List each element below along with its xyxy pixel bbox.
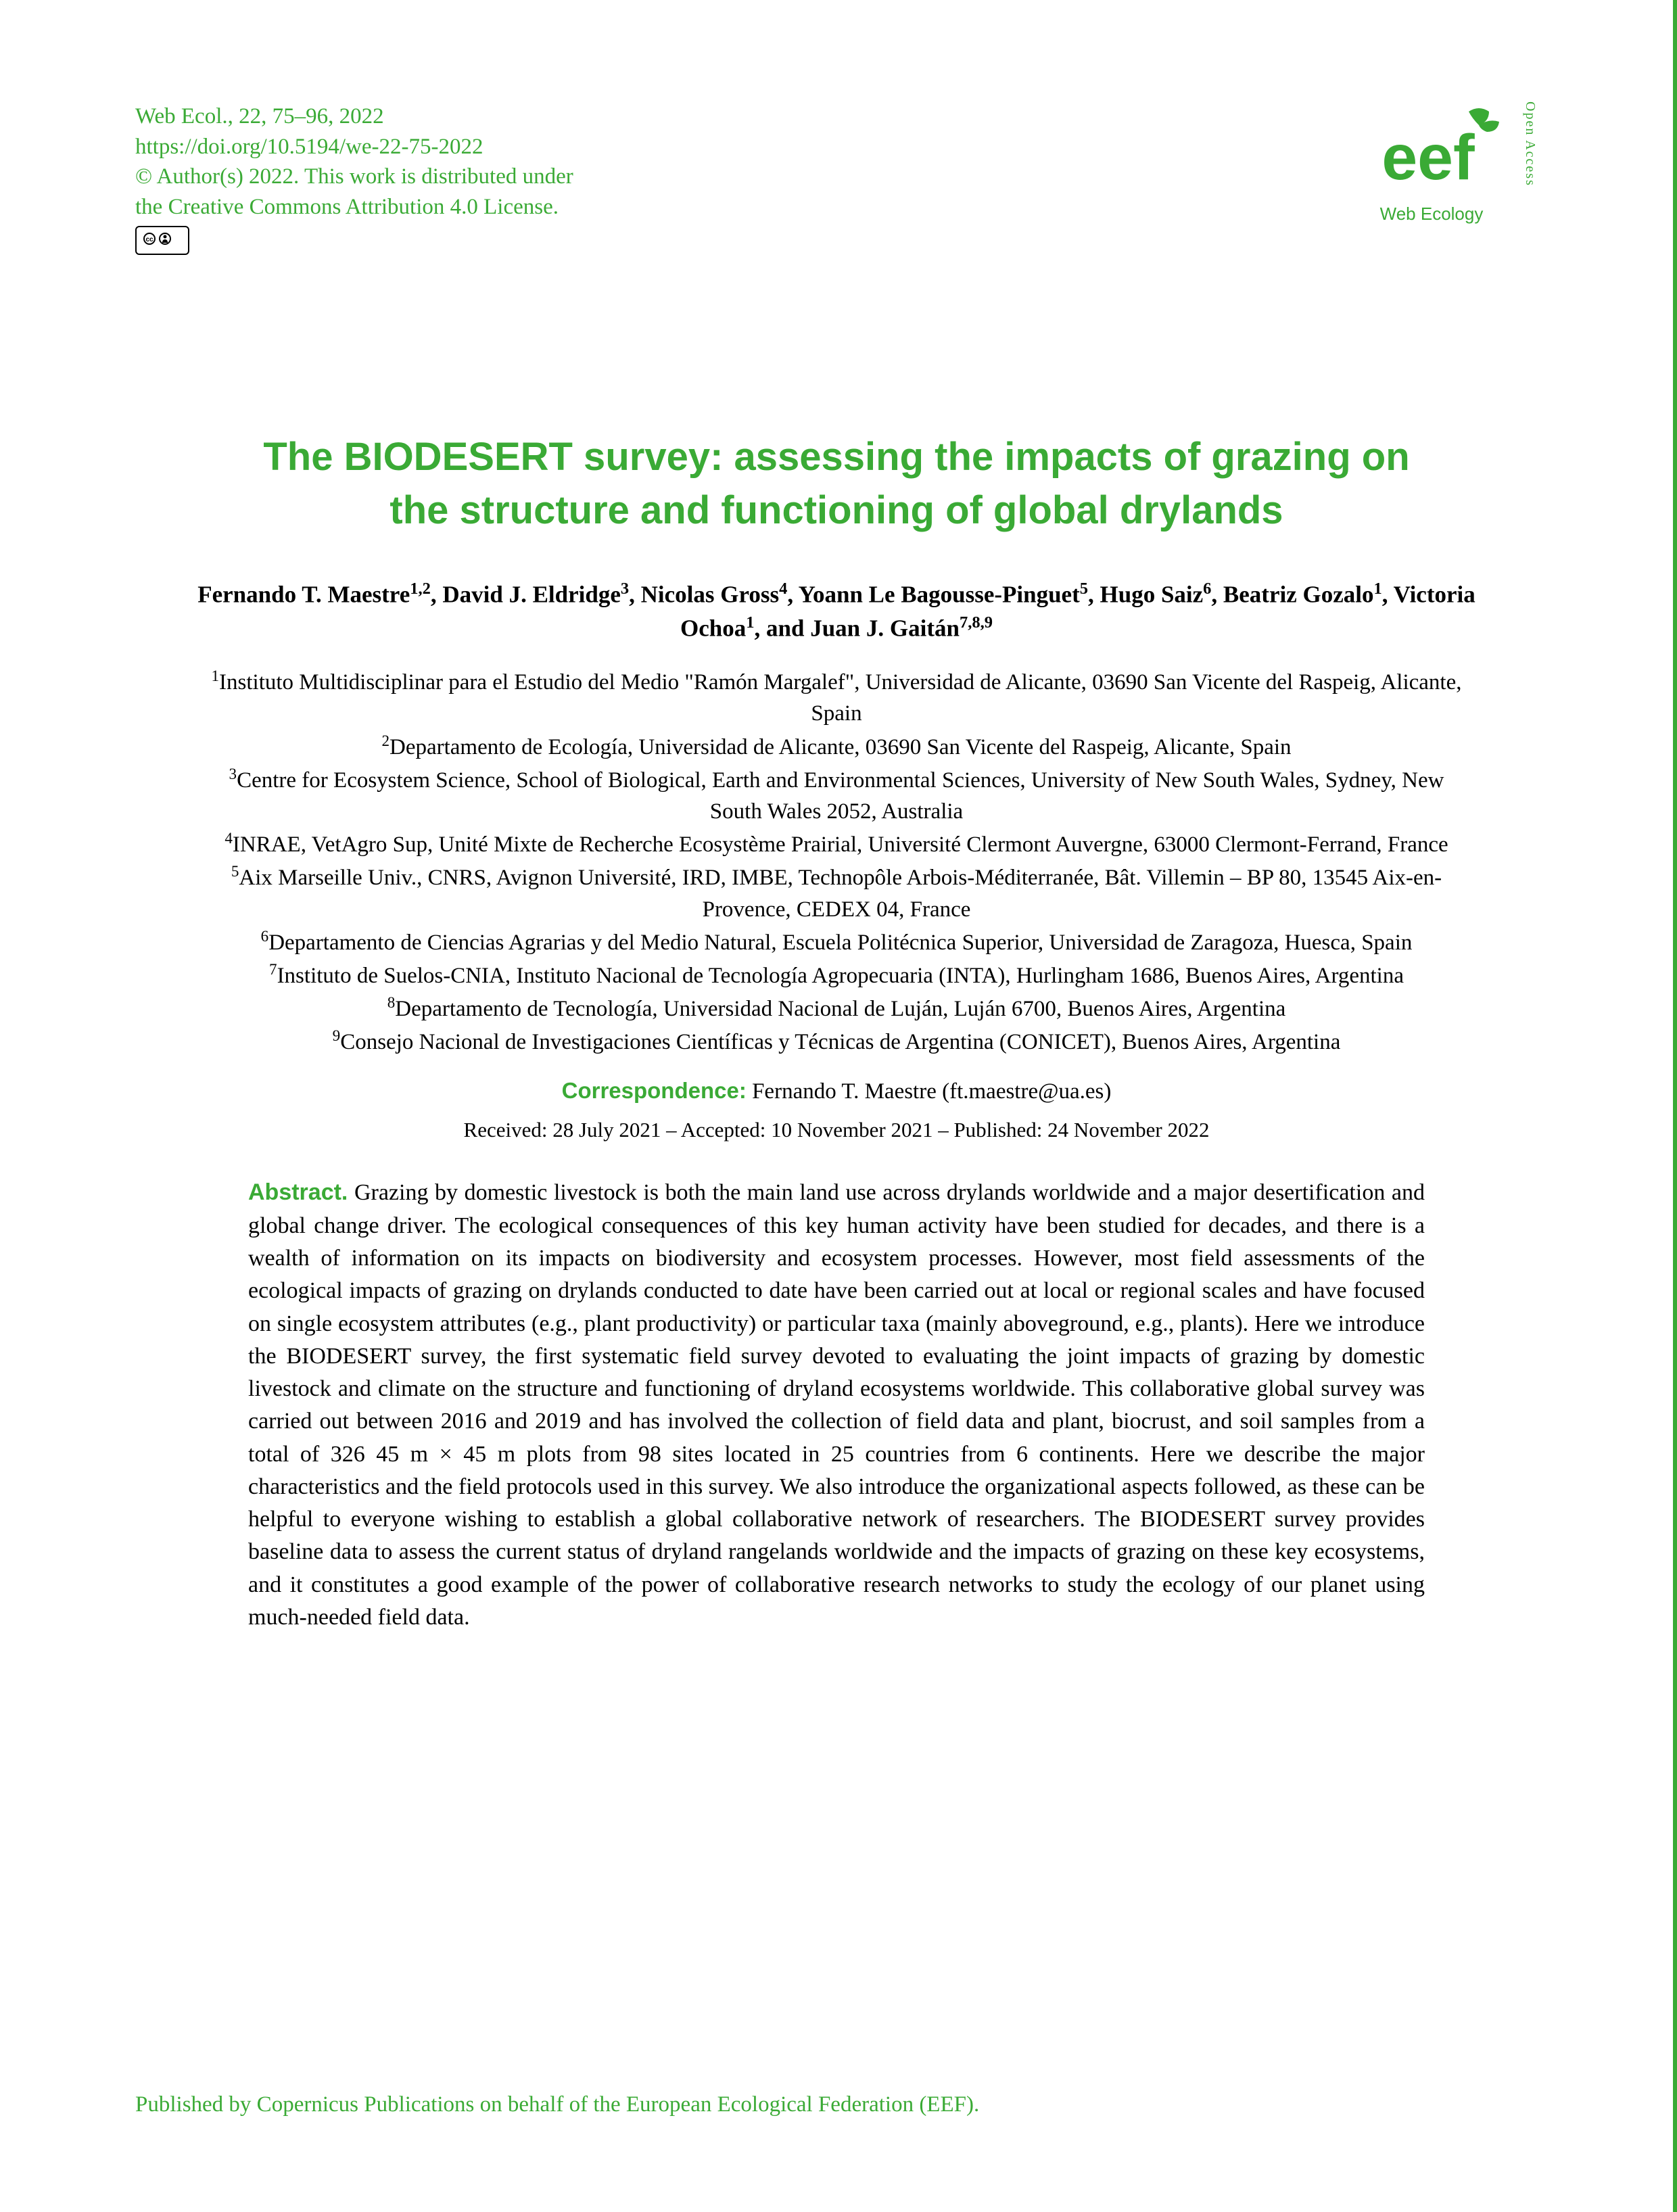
affiliation-line: 1Instituto Multidisciplinar para el Estu… xyxy=(201,665,1472,729)
svg-text:cc: cc xyxy=(145,236,153,243)
authors-list: Fernando T. Maestre1,2, David J. Eldridg… xyxy=(194,578,1479,644)
correspondence-line: Correspondence: Fernando T. Maestre (ft.… xyxy=(135,1078,1538,1104)
affiliation-line: 9Consejo Nacional de Investigaciones Cie… xyxy=(201,1025,1472,1058)
correspondence-text: Fernando T. Maestre (ft.maestre@ua.es) xyxy=(752,1079,1111,1104)
header-row: Web Ecol., 22, 75–96, 2022 https://doi.o… xyxy=(135,101,1538,255)
abstract-block: Abstract. Grazing by domestic livestock … xyxy=(248,1176,1425,1634)
correspondence-label: Correspondence: xyxy=(562,1078,747,1103)
journal-name-label: Web Ecology xyxy=(1344,204,1519,225)
affiliation-line: 7Instituto de Suelos-CNIA, Instituto Nac… xyxy=(201,958,1472,991)
affiliation-line: 2Departamento de Ecología, Universidad d… xyxy=(201,730,1472,763)
license-line: the Creative Commons Attribution 4.0 Lic… xyxy=(135,192,573,222)
open-access-label: Open Access xyxy=(1522,101,1538,187)
citation-block: Web Ecol., 22, 75–96, 2022 https://doi.o… xyxy=(135,101,573,255)
affiliations-list: 1Instituto Multidisciplinar para el Estu… xyxy=(201,665,1472,1058)
journal-reference: Web Ecol., 22, 75–96, 2022 xyxy=(135,101,573,132)
article-title: The BIODESERT survey: assessing the impa… xyxy=(262,431,1411,537)
affiliation-line: 5Aix Marseille Univ., CNRS, Avignon Univ… xyxy=(201,860,1472,924)
svg-text:eef: eef xyxy=(1381,122,1475,193)
affiliation-line: 8Departamento de Tecnología, Universidad… xyxy=(201,991,1472,1025)
article-dates: Received: 28 July 2021 – Accepted: 10 No… xyxy=(135,1118,1538,1142)
eef-logo-icon: eef xyxy=(1344,101,1519,203)
affiliation-line: 4INRAE, VetAgro Sup, Unité Mixte de Rech… xyxy=(201,827,1472,860)
cc-license-badge[interactable]: cc xyxy=(135,226,189,255)
abstract-text: Grazing by domestic livestock is both th… xyxy=(248,1180,1425,1629)
journal-logo-block: eef Web Ecology Open Access xyxy=(1344,101,1538,225)
affiliation-line: 6Departamento de Ciencias Agrarias y del… xyxy=(201,925,1472,958)
copyright-line: © Author(s) 2022. This work is distribut… xyxy=(135,162,573,192)
publisher-footer: Published by Copernicus Publications on … xyxy=(135,2092,979,2117)
abstract-label: Abstract. xyxy=(248,1179,348,1205)
affiliation-line: 3Centre for Ecosystem Science, School of… xyxy=(201,763,1472,827)
doi-link[interactable]: https://doi.org/10.5194/we-22-75-2022 xyxy=(135,135,483,159)
